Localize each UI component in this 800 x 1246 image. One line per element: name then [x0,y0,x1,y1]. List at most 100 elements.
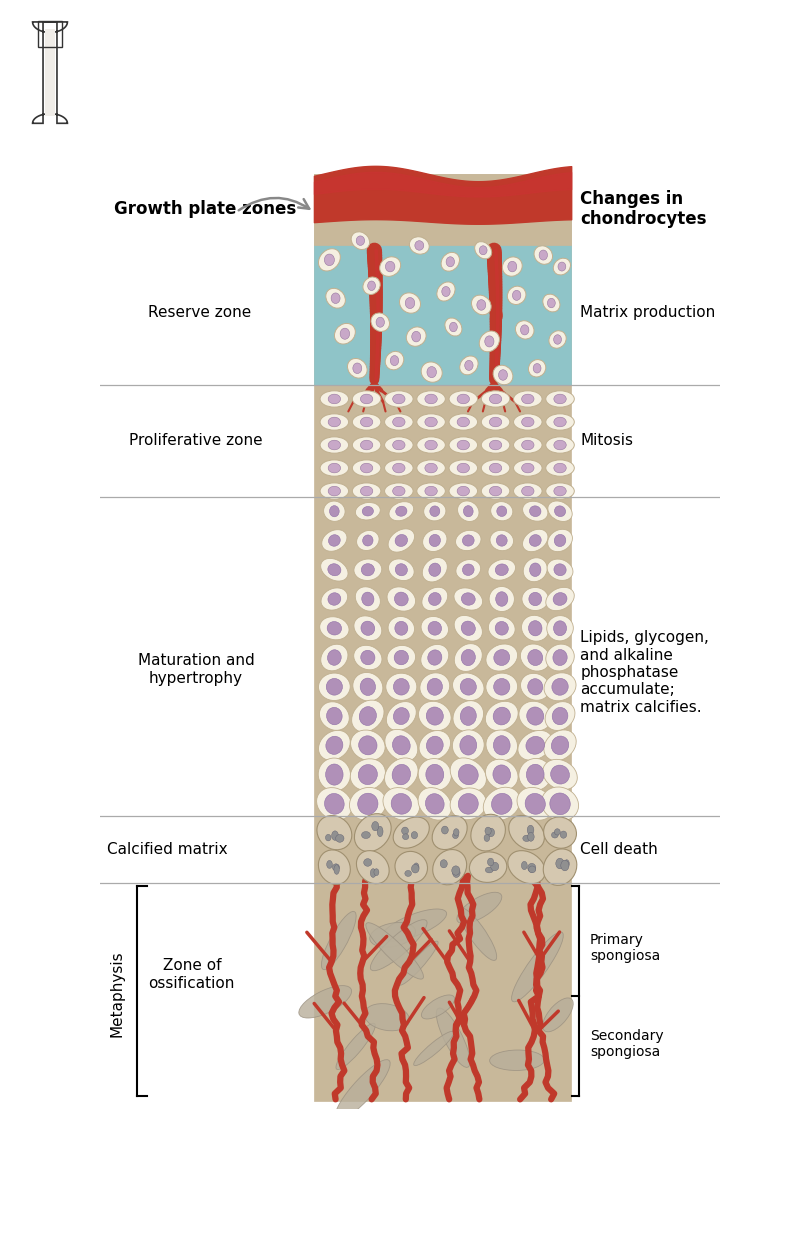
Bar [314,173,571,1101]
Ellipse shape [358,794,378,815]
Ellipse shape [355,587,380,612]
Text: Proliferative zone: Proliferative zone [130,432,263,447]
Ellipse shape [522,861,527,870]
Ellipse shape [454,588,482,611]
Ellipse shape [426,794,444,814]
Ellipse shape [428,622,442,635]
Ellipse shape [426,706,443,725]
Ellipse shape [554,563,566,576]
Ellipse shape [490,394,502,404]
Ellipse shape [552,678,568,695]
Ellipse shape [393,440,405,450]
Text: Mitosis: Mitosis [581,432,634,447]
Ellipse shape [328,486,341,496]
Ellipse shape [453,868,460,877]
Ellipse shape [415,240,424,250]
Ellipse shape [326,835,331,841]
Ellipse shape [446,257,454,267]
Ellipse shape [326,764,343,785]
Ellipse shape [395,622,408,635]
Ellipse shape [324,501,345,521]
Ellipse shape [402,834,409,840]
Ellipse shape [546,414,574,430]
Ellipse shape [328,417,341,427]
Polygon shape [46,29,54,116]
Ellipse shape [494,679,510,695]
Ellipse shape [318,673,350,700]
Text: Secondary
spongiosa: Secondary spongiosa [590,1029,663,1059]
Bar [314,245,571,385]
Ellipse shape [463,506,473,517]
Ellipse shape [326,708,342,725]
Ellipse shape [449,483,478,500]
Ellipse shape [320,483,349,500]
Ellipse shape [350,759,386,790]
Ellipse shape [320,391,349,407]
Ellipse shape [482,460,510,476]
Ellipse shape [462,593,475,606]
Ellipse shape [392,764,410,785]
Ellipse shape [554,621,566,635]
Text: Zone of
ossification: Zone of ossification [149,958,235,991]
Ellipse shape [422,587,448,611]
Ellipse shape [357,851,389,883]
Ellipse shape [544,817,577,849]
Ellipse shape [486,730,518,760]
Ellipse shape [521,325,529,335]
Ellipse shape [422,530,447,552]
Ellipse shape [395,851,427,883]
Ellipse shape [458,501,479,522]
Ellipse shape [393,417,405,427]
Ellipse shape [376,318,385,328]
Ellipse shape [514,414,542,430]
Ellipse shape [485,827,491,835]
Ellipse shape [389,559,414,581]
Ellipse shape [449,437,478,454]
Ellipse shape [453,700,483,731]
Ellipse shape [490,862,498,871]
Ellipse shape [334,324,355,344]
Ellipse shape [490,440,502,450]
Ellipse shape [457,440,470,450]
Ellipse shape [546,391,574,407]
Ellipse shape [482,483,510,500]
Ellipse shape [358,765,378,785]
Ellipse shape [417,414,446,430]
Ellipse shape [542,787,578,821]
Ellipse shape [485,336,494,346]
Ellipse shape [502,257,522,277]
Ellipse shape [385,391,413,407]
Ellipse shape [321,644,348,670]
Ellipse shape [454,829,459,836]
Ellipse shape [386,351,404,370]
Ellipse shape [411,865,419,873]
Ellipse shape [368,282,375,290]
Ellipse shape [395,563,407,576]
Ellipse shape [326,861,332,868]
Ellipse shape [395,535,407,547]
Ellipse shape [382,910,446,941]
Ellipse shape [430,506,440,517]
Ellipse shape [533,364,541,373]
Ellipse shape [551,832,558,839]
Ellipse shape [299,986,351,1018]
Ellipse shape [449,391,478,407]
Ellipse shape [530,535,541,546]
Ellipse shape [527,832,534,841]
Ellipse shape [486,701,518,730]
Ellipse shape [347,359,367,378]
Ellipse shape [433,850,466,885]
Ellipse shape [354,814,391,851]
Ellipse shape [352,391,381,407]
Ellipse shape [361,417,373,427]
Ellipse shape [328,394,341,404]
Ellipse shape [526,706,544,725]
Ellipse shape [457,394,470,404]
Ellipse shape [527,825,534,835]
Ellipse shape [414,1032,454,1065]
Ellipse shape [429,535,441,547]
Ellipse shape [556,858,564,868]
Ellipse shape [544,730,576,761]
Ellipse shape [417,460,446,476]
Ellipse shape [487,829,494,837]
